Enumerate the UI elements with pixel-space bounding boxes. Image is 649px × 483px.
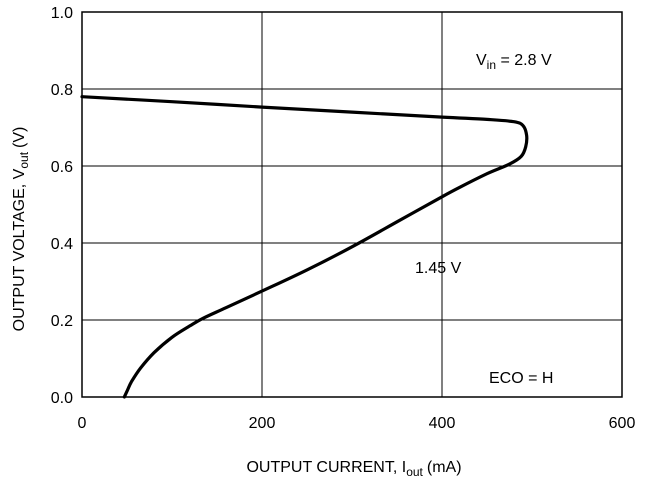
plot-frame — [81, 11, 623, 398]
y-tick-label: 0.4 — [51, 236, 73, 253]
x-tick-label: 200 — [249, 415, 276, 432]
y-tick-label: 1.0 — [51, 5, 73, 22]
vin-annotation: Vin = 2.8 V — [476, 52, 552, 72]
x-tick-label: 600 — [609, 415, 636, 432]
x-axis-label: OUTPUT CURRENT, Iout (mA) — [246, 459, 461, 479]
x-tick-labels: 0 200 400 600 — [78, 415, 636, 432]
x-tick-label: 0 — [78, 415, 87, 432]
x-tick-label: 400 — [429, 415, 456, 432]
y-axis-label: OUTPUT VOLTAGE, Vout(V) — [11, 127, 31, 332]
threshold-annotation: 1.45 V — [415, 260, 462, 277]
y-tick-label: 0.2 — [51, 313, 73, 330]
eco-annotation: ECO = H — [489, 370, 553, 387]
series-line — [80, 95, 529, 399]
grid — [82, 12, 622, 397]
y-tick-label: 0.8 — [51, 82, 73, 99]
y-tick-labels: 0.0 0.2 0.4 0.6 0.8 1.0 — [51, 5, 73, 407]
y-tick-label: 0.6 — [51, 159, 73, 176]
y-tick-label: 0.0 — [51, 390, 73, 407]
